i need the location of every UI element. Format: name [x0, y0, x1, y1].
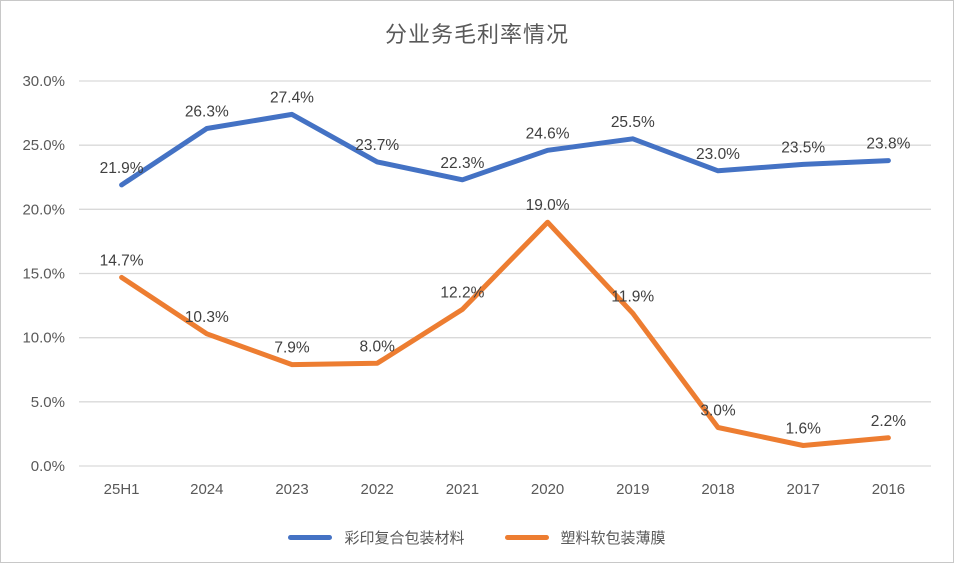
- y-axis-tick-label: 25.0%: [22, 137, 65, 154]
- data-label: 25.5%: [611, 114, 655, 131]
- legend-item-series-1[interactable]: 塑料软包装薄膜: [504, 527, 666, 548]
- data-label: 19.0%: [526, 197, 570, 214]
- y-axis-tick-label: 30.0%: [22, 73, 65, 90]
- x-axis-tick-label: 2018: [701, 481, 734, 498]
- data-label: 23.7%: [355, 137, 399, 154]
- data-label: 27.4%: [270, 89, 314, 106]
- legend-swatch-blue-line: [288, 535, 333, 540]
- data-label: 1.6%: [786, 420, 822, 437]
- y-axis-tick-label: 15.0%: [22, 266, 65, 283]
- y-axis-tick-label: 0.0%: [31, 458, 65, 475]
- x-axis-tick-label: 2023: [275, 481, 308, 498]
- data-label: 22.3%: [440, 155, 484, 172]
- data-label: 12.2%: [440, 284, 484, 301]
- data-label: 14.7%: [100, 252, 144, 269]
- data-label: 23.8%: [866, 136, 910, 153]
- legend: 彩印复合包装材料 塑料软包装薄膜: [1, 527, 953, 548]
- y-axis-tick-label: 10.0%: [22, 330, 65, 347]
- x-axis-tick-label: 2019: [616, 481, 649, 498]
- x-axis-tick-label: 2021: [446, 481, 479, 498]
- x-axis-tick-label: 2016: [872, 481, 905, 498]
- data-label: 3.0%: [700, 403, 736, 420]
- chart-title: 分业务毛利率情况: [384, 22, 569, 47]
- legend-label: 彩印复合包装材料: [344, 530, 465, 547]
- data-label: 26.3%: [185, 103, 229, 120]
- data-label: 24.6%: [526, 125, 570, 142]
- y-axis-tick-label: 5.0%: [31, 394, 65, 411]
- x-axis-tick-label: 2020: [531, 481, 564, 498]
- data-label: 2.2%: [871, 413, 907, 430]
- data-label: 11.9%: [611, 288, 654, 305]
- x-axis-tick-label: 2022: [361, 481, 394, 498]
- legend-label: 塑料软包装薄膜: [560, 530, 666, 547]
- data-label: 21.9%: [100, 160, 144, 177]
- series-line-1[interactable]: [119, 219, 891, 448]
- y-axis-tick-label: 20.0%: [22, 201, 65, 218]
- series-line-0[interactable]: [119, 111, 891, 188]
- x-axis-tick-label: 25H1: [104, 481, 140, 498]
- x-axis-tick-label: 2024: [190, 481, 223, 498]
- data-label: 23.5%: [781, 139, 825, 156]
- data-label: 10.3%: [185, 309, 229, 326]
- data-label: 23.0%: [696, 146, 740, 163]
- data-label: 8.0%: [360, 338, 396, 355]
- x-axis-tick-label: 2017: [787, 481, 820, 498]
- data-label: 7.9%: [274, 340, 310, 357]
- legend-item-series-0[interactable]: 彩印复合包装材料: [288, 527, 465, 548]
- legend-swatch-orange-line: [504, 535, 549, 540]
